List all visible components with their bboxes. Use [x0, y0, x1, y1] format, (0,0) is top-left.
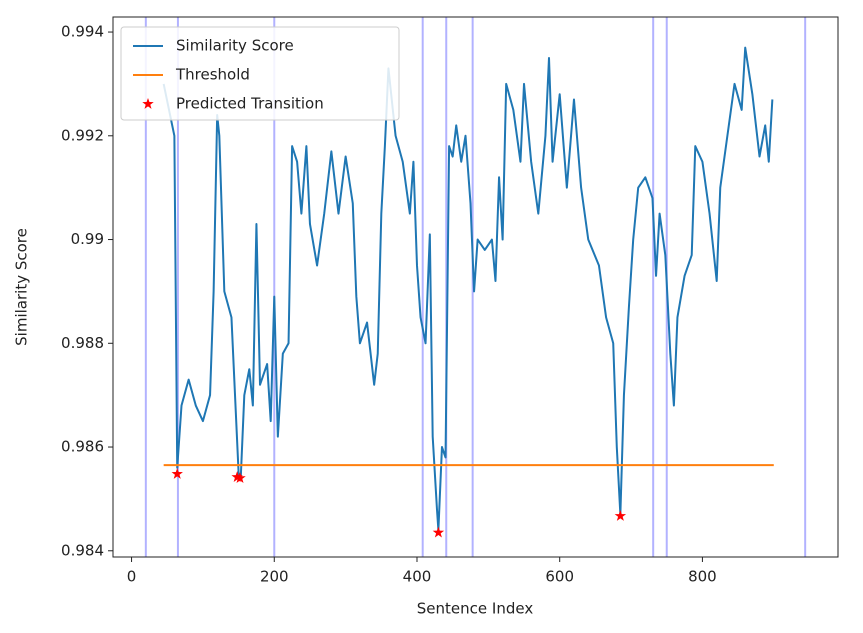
- legend: Similarity Score Threshold Predicted Trans…: [120, 26, 400, 121]
- y-tick-label: 0.99: [71, 230, 104, 248]
- y-tick-label: 0.986: [61, 438, 104, 456]
- x-tick-label: 400: [403, 568, 432, 586]
- transition-marker: [234, 472, 246, 484]
- transition-marker: [432, 526, 445, 538]
- y-tick-label: 0.994: [61, 23, 104, 41]
- series-line: [162, 46, 774, 532]
- transition-marker: [171, 468, 183, 479]
- x-tick-label: 600: [545, 568, 574, 586]
- legend-box: [120, 26, 400, 121]
- legend-label: Similarity Score: [176, 37, 294, 55]
- legend-marker: [142, 98, 154, 109]
- transition-marker: [614, 510, 627, 521]
- y-tick-label: 0.988: [61, 334, 104, 352]
- legend-label: Predicted Transition: [176, 95, 324, 113]
- x-tick-label: 0: [127, 568, 137, 586]
- x-tick-label: 800: [688, 568, 717, 586]
- legend-label: Threshold: [175, 66, 250, 84]
- y-tick-label: 0.992: [61, 126, 104, 144]
- x-axis-label: Sentence Index: [417, 600, 534, 618]
- x-tick-label: 200: [260, 568, 289, 586]
- y-tick-label: 0.984: [61, 541, 104, 559]
- plot-frame: [112, 16, 839, 558]
- y-axis-label: Similarity Score: [13, 228, 31, 346]
